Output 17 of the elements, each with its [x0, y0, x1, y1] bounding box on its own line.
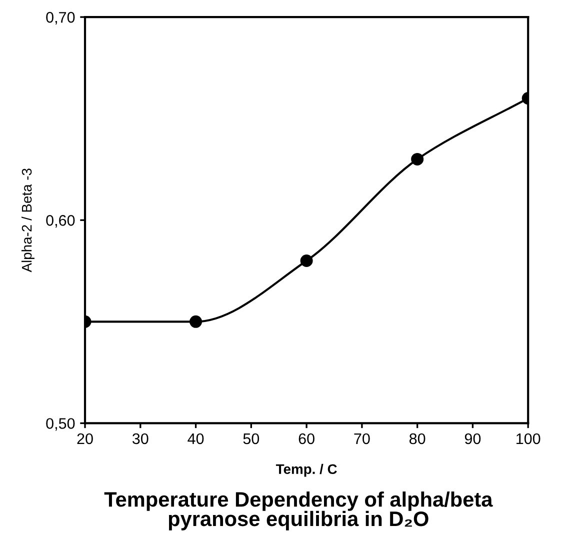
x-tick-label: 30 [132, 433, 148, 444]
point [190, 315, 202, 328]
y-tick-label: 0,70 [46, 12, 75, 25]
x-tick-label: 60 [298, 433, 314, 444]
x-tick-label: 80 [409, 433, 426, 444]
x-tick-label: 40 [188, 433, 204, 444]
text: Temperature Dependency of alpha/beta pyranose equilibria in D₂O [104, 491, 493, 530]
point [300, 254, 313, 267]
y-tick-label: 0,60 [46, 214, 75, 228]
x-axis-title: Temp. / C [276, 464, 337, 477]
x-tick-label: 100 [516, 433, 540, 444]
x-tick-label: 90 [464, 433, 481, 444]
y-tick-label: 0,50 [46, 418, 75, 431]
x-tick-label: 20 [77, 433, 93, 444]
x-tick-label: 70 [354, 433, 370, 444]
x-tick-label: 50 [243, 433, 260, 444]
y-axis-title: Alpha-2 / Beta -3 [22, 168, 34, 272]
